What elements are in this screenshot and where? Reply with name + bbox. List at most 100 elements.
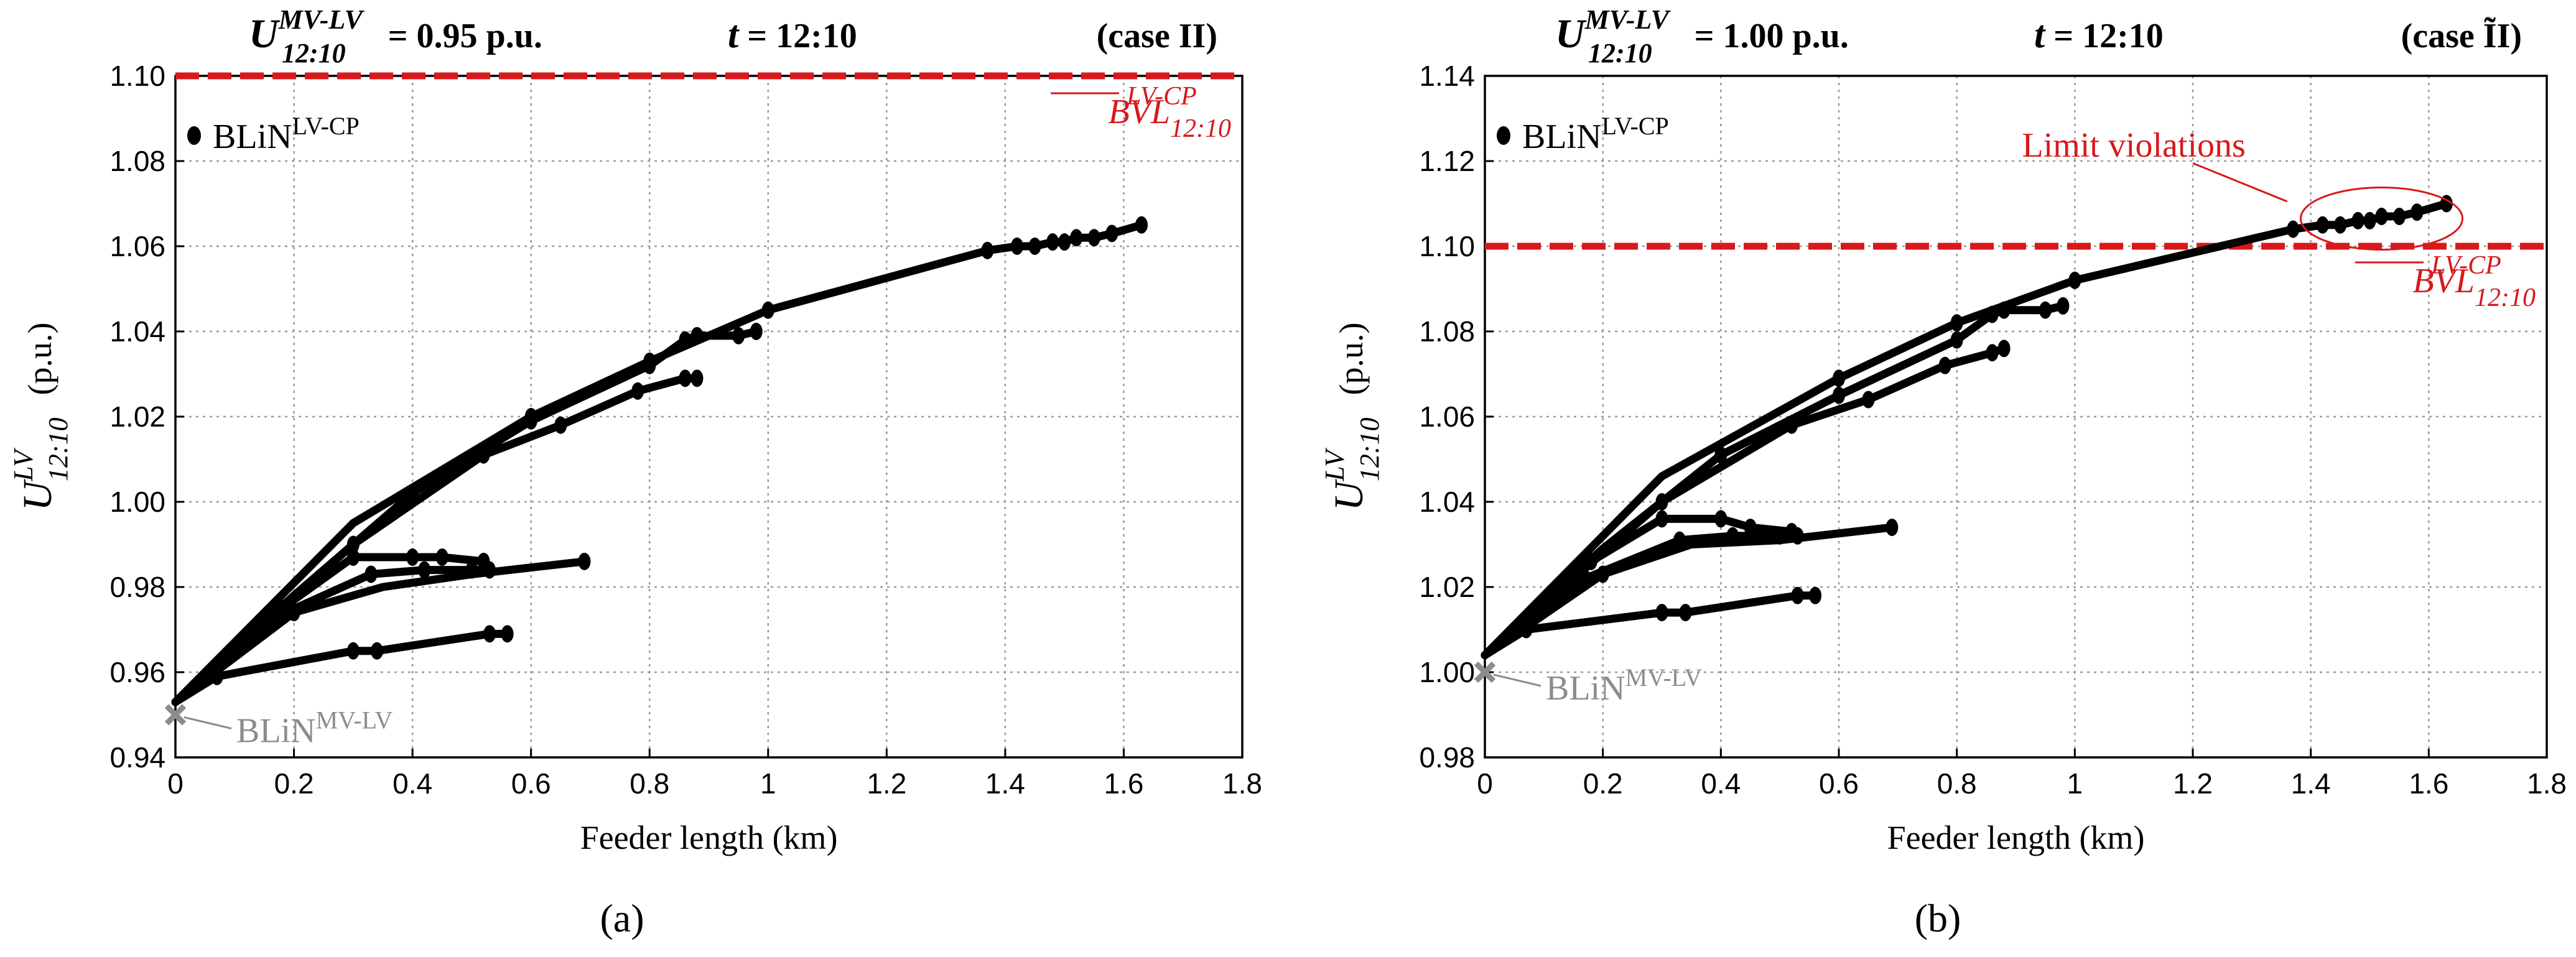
panel-label: (b) (1915, 896, 1961, 940)
origin-label-main: BLiN (1546, 669, 1625, 708)
y-tick-label: 1.12 (1419, 145, 1475, 177)
panel-header: UMV-LV 12:10 = 0.95 p.u. (249, 4, 542, 68)
y-axis-label: ULV 12:10 (p.u.) (1319, 322, 1385, 511)
header-u-sub: 12:10 (1588, 38, 1652, 68)
legend-label-main: BLiN (213, 118, 292, 156)
limit-label-sub: 12:10 (1170, 114, 1231, 143)
data-point (287, 604, 300, 622)
header-case: (case II) (1097, 17, 1217, 55)
legend-label-sup: LV-CP (292, 112, 360, 140)
x-tick-label: 1.4 (985, 767, 1025, 800)
y-tick-label: 1.04 (109, 315, 165, 348)
series-feeder-3 (171, 369, 704, 706)
data-point (1986, 344, 1999, 362)
x-tick-label: 0.4 (393, 767, 432, 800)
chart-panel-a: 0 0.2 0.4 0.6 0.8 1 1.2 1.4 1.6 1.8 0.94 0.96 0.98 1.… (8, 4, 1262, 940)
data-point (1520, 621, 1533, 639)
annotation-leader (2192, 162, 2288, 203)
legend-marker (1497, 126, 1510, 145)
series-line (171, 327, 761, 706)
data-point (418, 561, 431, 579)
data-point (1791, 586, 1804, 604)
series-line (1481, 344, 2009, 660)
limit-label-sub: 12:10 (2475, 284, 2536, 312)
series-feeder-5 (171, 561, 496, 706)
data-point (1070, 229, 1083, 247)
x-tick-label: 0.6 (1819, 767, 1859, 800)
y-axis-label-unit: (p.u.) (21, 322, 58, 395)
legend-label: BLiNLV-CP (1522, 112, 1669, 156)
y-axis-label-unit: (p.u.) (1332, 322, 1370, 395)
data-point (2363, 211, 2376, 229)
header-t-label: t (2034, 14, 2046, 56)
data-point (2287, 220, 2300, 238)
data-point (1046, 233, 1059, 251)
data-point (1986, 305, 1999, 323)
series-line (171, 566, 494, 706)
data-point (2057, 297, 2070, 315)
data-point (2411, 203, 2424, 221)
data-point (1010, 238, 1023, 255)
x-tick-label: 0 (167, 767, 184, 800)
header-u-main: U (249, 11, 281, 57)
data-point (210, 667, 223, 685)
data-point (679, 331, 692, 349)
y-axis-label-sub: 12:10 (43, 417, 73, 481)
violation-ellipse (2299, 186, 2463, 251)
data-point (679, 369, 692, 387)
data-point (761, 301, 774, 319)
y-tick-label: 1.08 (1419, 315, 1475, 348)
series-line (171, 221, 1146, 706)
x-tick-label: 0.2 (1583, 767, 1623, 800)
series-feeder-7 (1481, 586, 1822, 660)
origin-marker (1474, 661, 1541, 687)
data-point (1596, 565, 1609, 583)
y-tick-label: 0.94 (109, 741, 165, 774)
origin-x-stroke (1474, 661, 1496, 683)
y-axis-label: ULV 12:10 (p.u.) (8, 322, 73, 511)
x-tick-label: 0.8 (1937, 767, 1977, 800)
data-point (435, 548, 449, 566)
y-tick-label: 1.04 (1419, 486, 1475, 518)
origin-leader (184, 716, 232, 729)
panel-header: UMV-LV 12:10 = 1.00 p.u. (1555, 4, 1849, 68)
data-point (2351, 211, 2364, 229)
annotation-label: Limit violations (2022, 126, 2246, 165)
x-tick-label: 0.8 (630, 767, 669, 800)
x-tick-label: 0.4 (1701, 767, 1741, 800)
data-point (346, 642, 360, 660)
x-tick-label: 1 (2067, 767, 2083, 800)
data-point (406, 548, 419, 566)
data-point (2334, 216, 2347, 234)
y-tick-label: 1.06 (109, 230, 165, 262)
series-feeder-1 (1481, 195, 2453, 660)
data-point (631, 382, 644, 400)
data-point (1087, 229, 1100, 247)
data-point (1655, 493, 1668, 511)
y-tick-label: 1.02 (1419, 571, 1475, 603)
y-tick-label: 1.00 (1419, 656, 1475, 688)
data-point (732, 326, 745, 344)
header-u-main: U (1555, 11, 1587, 57)
x-tick-label: 1.8 (2527, 767, 2567, 800)
x-tick-label: 1 (760, 767, 776, 800)
y-tick-label: 1.10 (109, 60, 165, 92)
data-point (981, 241, 994, 259)
series-line (1481, 523, 1896, 660)
data-point (346, 548, 360, 566)
data-point (2392, 208, 2406, 226)
chart-panel-b: 0 0.2 0.4 0.6 0.8 1 1.2 1.4 1.6 1.8 0.98 1.00 1.02 1.… (1319, 4, 2567, 940)
data-point (1028, 238, 1041, 255)
legend-label-main: BLiN (1522, 118, 1602, 156)
series-feeder-4 (1481, 510, 1798, 660)
limit-label-main: BVL (2412, 262, 2475, 300)
data-point (690, 369, 704, 387)
data-point (365, 565, 378, 583)
data-point (1886, 519, 1899, 537)
y-axis-label-sup: LV (8, 447, 39, 482)
data-point (1714, 446, 1727, 464)
header-u-sup: MV-LV (278, 4, 365, 35)
legend-label-sup: LV-CP (1602, 112, 1669, 140)
limit-label-sup: LV-CP (2430, 251, 2501, 280)
